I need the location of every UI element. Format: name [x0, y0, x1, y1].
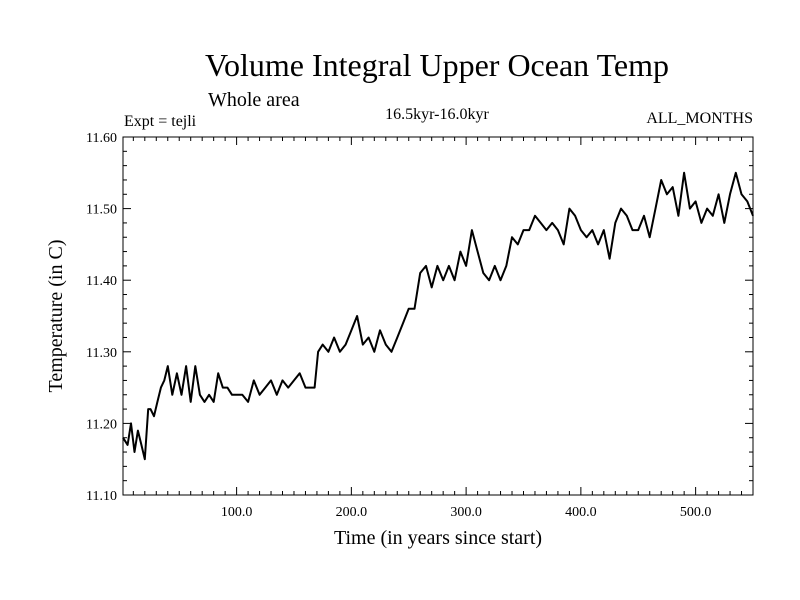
plot-frame [122, 136, 754, 496]
x-axis-ticks: 100.0 200.0 300.0 400.0 500.0 [132, 137, 743, 520]
chart-subtitle: Whole area [208, 89, 300, 111]
y-tick-label: 11.10 [86, 489, 117, 504]
y-tick-label: 11.30 [86, 346, 117, 361]
y-axis-label: Temperature (in C) [45, 240, 67, 393]
x-tick-label: 300.0 [450, 505, 482, 520]
months-label: ALL_MONTHS [646, 110, 753, 127]
y-tick-label: 11.60 [86, 131, 117, 146]
x-tick-label: 100.0 [221, 505, 253, 520]
period-label: 16.5kyr-16.0kyr [385, 106, 489, 123]
y-tick-label: 11.50 [86, 203, 117, 218]
y-tick-label: 11.40 [86, 274, 117, 289]
expt-label: Expt = tejli [124, 113, 197, 130]
x-tick-label: 400.0 [565, 505, 597, 520]
y-axis-ticks: 11.10 11.20 11.30 11.40 11.50 11.60 [86, 131, 753, 504]
x-tick-label: 500.0 [680, 505, 712, 520]
temperature-series-line [122, 171, 754, 461]
chart-title: Volume Integral Upper Ocean Temp [205, 47, 669, 83]
x-tick-label: 200.0 [336, 505, 368, 520]
x-axis-label: Time (in years since start) [334, 527, 542, 549]
y-tick-label: 11.20 [86, 417, 117, 432]
